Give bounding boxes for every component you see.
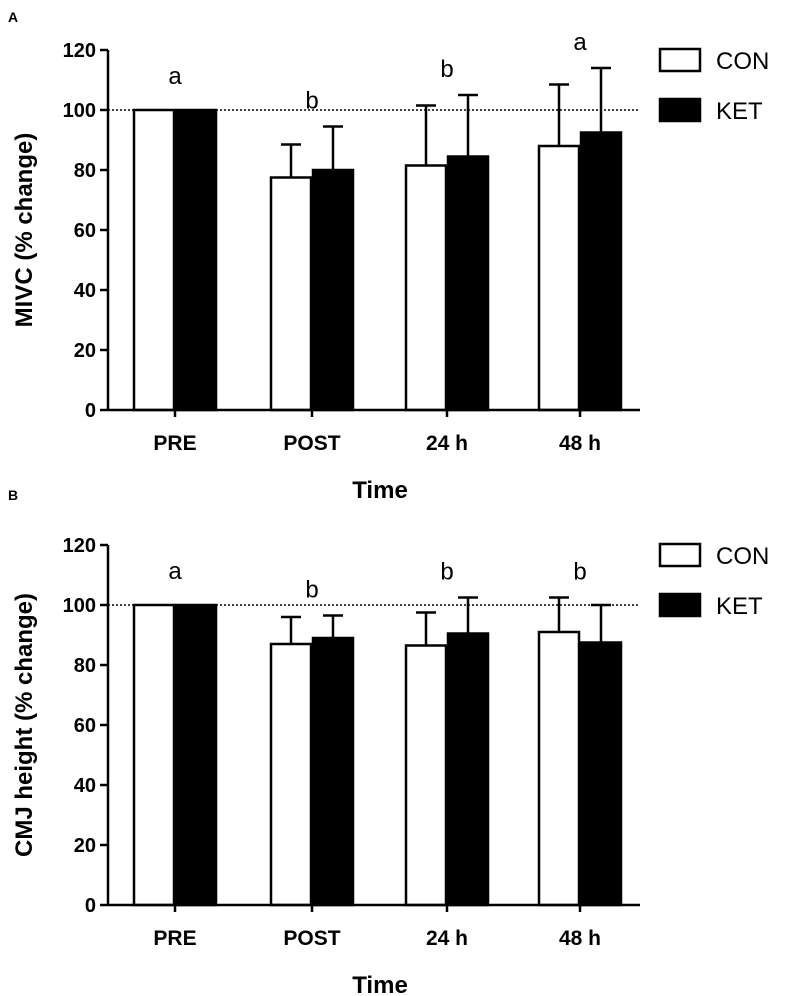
y-tick-label: 0	[85, 895, 96, 917]
x-axis-title: Time	[352, 972, 408, 996]
y-tick-label: 20	[74, 835, 96, 857]
bar-con	[404, 644, 448, 907]
bar-ket	[311, 636, 355, 907]
legend-swatch-ket	[658, 592, 702, 618]
x-tick-label: 48 h	[559, 432, 601, 455]
bar-con	[404, 164, 448, 412]
x-tick-label: 48 h	[559, 927, 601, 950]
y-tick-label: 20	[74, 340, 96, 362]
bar-con	[537, 144, 581, 412]
significance-letter: b	[305, 88, 318, 115]
y-tick-label: 40	[74, 280, 96, 302]
y-tick-label: 80	[74, 160, 96, 182]
y-tick-label: 60	[74, 715, 96, 737]
y-tick-label: 100	[63, 100, 96, 122]
legend-label-ket: KET	[716, 98, 763, 125]
chart-panel-b: Ba PRE b POST b 24 h b 48 h 0 20 40 60 80 100 120 Time C…	[8, 487, 769, 996]
bar-ket	[579, 131, 623, 412]
legend-label-con: CON	[716, 543, 769, 570]
x-tick-label: PRE	[153, 927, 196, 950]
y-axis-title: MIVC (% change)	[11, 133, 38, 328]
panel-letter: A	[8, 9, 18, 25]
bar-con	[537, 630, 581, 907]
bar-con	[269, 176, 313, 412]
y-tick-label: 0	[85, 400, 96, 422]
panel-letter: B	[8, 487, 18, 503]
legend-swatch-con	[658, 47, 702, 73]
bar-con	[269, 642, 313, 907]
y-tick-label: 40	[74, 775, 96, 797]
x-tick-label: 24 h	[426, 432, 468, 455]
y-tick-label: 120	[63, 535, 96, 557]
y-tick-label: 120	[63, 40, 96, 62]
x-tick-label: POST	[283, 927, 340, 950]
y-axis-title: CMJ height (% change)	[11, 593, 38, 857]
significance-letter: a	[168, 63, 182, 90]
significance-letter: b	[305, 577, 318, 604]
x-tick-label: 24 h	[426, 927, 468, 950]
significance-letter: b	[440, 56, 453, 83]
significance-letter: a	[573, 29, 587, 56]
significance-letter: b	[573, 559, 586, 586]
bar-ket	[446, 632, 490, 907]
x-tick-label: POST	[283, 432, 340, 455]
bar-ket	[579, 641, 623, 907]
bar-con	[132, 603, 176, 907]
legend-swatch-con	[658, 542, 702, 568]
significance-letter: a	[168, 558, 182, 585]
legend-swatch-ket	[658, 97, 702, 123]
chart-panel-a: Aa PRE b POST b 24 h a 48 h 0 20 40 60 80 100 120 Time M…	[8, 9, 769, 504]
bar-ket	[174, 603, 218, 907]
y-tick-label: 80	[74, 655, 96, 677]
bar-ket	[311, 168, 355, 412]
legend-label-con: CON	[716, 48, 769, 75]
bar-con	[132, 108, 176, 412]
y-tick-label: 60	[74, 220, 96, 242]
bar-ket	[446, 155, 490, 412]
bar-ket	[174, 108, 218, 412]
significance-letter: b	[440, 559, 453, 586]
legend-label-ket: KET	[716, 593, 763, 620]
x-axis-title: Time	[352, 477, 408, 504]
x-tick-label: PRE	[153, 432, 196, 455]
y-tick-label: 100	[63, 595, 96, 617]
